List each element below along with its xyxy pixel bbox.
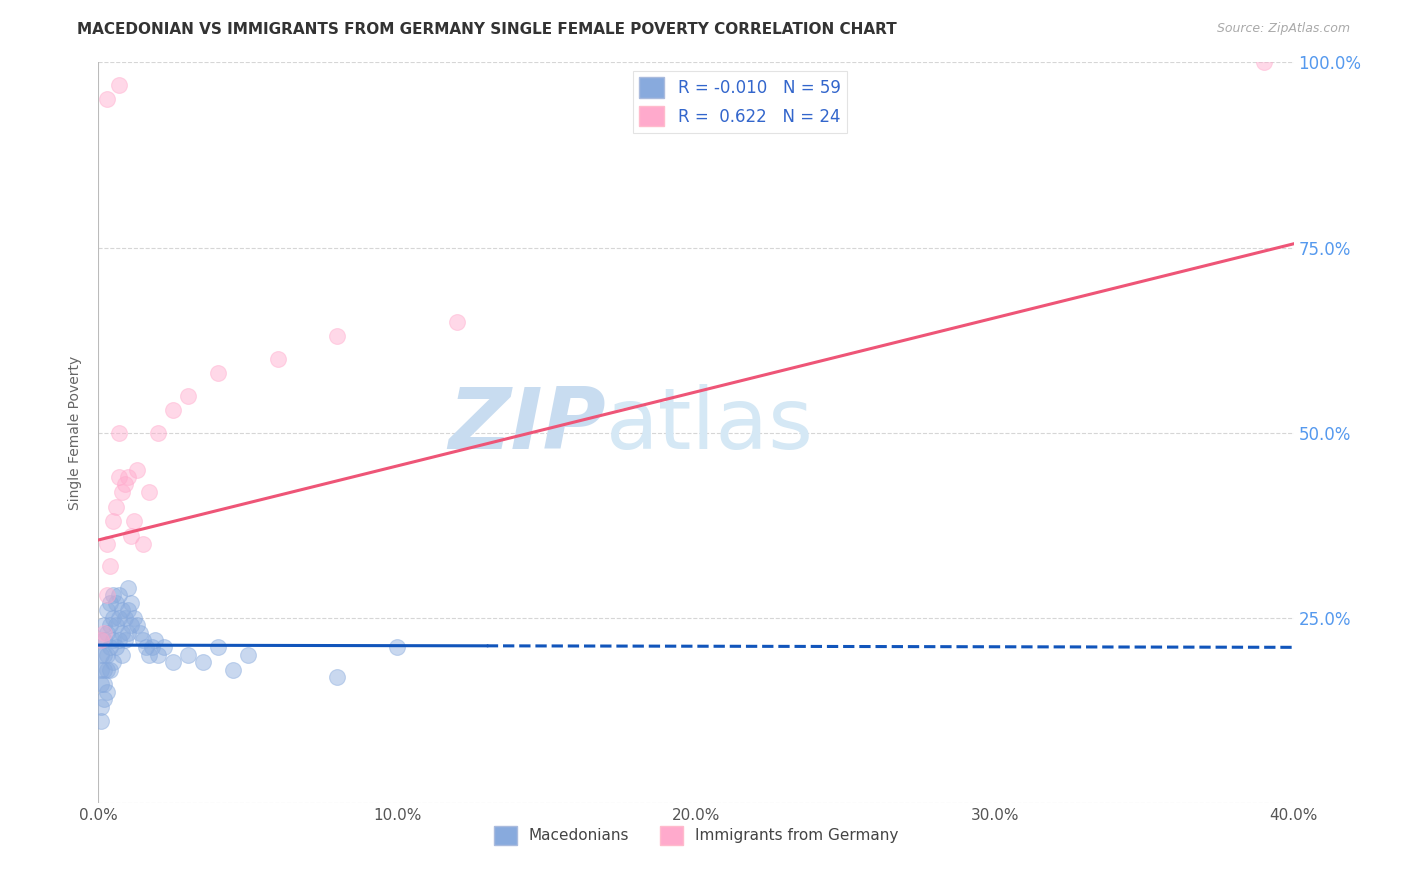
Point	[267, 351, 290, 366]
Point	[103, 610, 125, 624]
Point	[90, 632, 112, 647]
Point	[127, 462, 149, 476]
Point	[96, 603, 118, 617]
Point	[93, 618, 115, 632]
Point	[135, 640, 157, 655]
Y-axis label: Single Female Poverty: Single Female Poverty	[69, 356, 83, 509]
Point	[124, 610, 146, 624]
Point	[96, 536, 118, 550]
Point	[108, 610, 131, 624]
Point	[129, 625, 152, 640]
Point	[90, 648, 112, 662]
Point	[222, 663, 245, 677]
Point	[108, 78, 131, 92]
Point	[108, 470, 131, 484]
Point	[96, 625, 118, 640]
Point	[117, 625, 139, 640]
Point	[98, 558, 122, 573]
Point	[114, 610, 136, 624]
Point	[153, 640, 176, 655]
Point	[127, 618, 149, 632]
Point	[96, 92, 118, 106]
Point	[90, 677, 112, 691]
Text: Source: ZipAtlas.com: Source: ZipAtlas.com	[1216, 22, 1350, 36]
Text: atlas: atlas	[606, 384, 814, 467]
Point	[103, 515, 125, 529]
Point	[111, 484, 134, 499]
Point	[177, 388, 200, 402]
Point	[1253, 55, 1275, 70]
Text: MACEDONIAN VS IMMIGRANTS FROM GERMANY SINGLE FEMALE POVERTY CORRELATION CHART: MACEDONIAN VS IMMIGRANTS FROM GERMANY SI…	[77, 22, 897, 37]
Point	[105, 596, 128, 610]
Point	[326, 670, 349, 684]
Point	[98, 596, 122, 610]
Point	[98, 618, 122, 632]
Point	[120, 529, 142, 543]
Point	[111, 648, 134, 662]
Point	[326, 329, 349, 343]
Point	[103, 632, 125, 647]
Legend: Macedonians, Immigrants from Germany: Macedonians, Immigrants from Germany	[488, 820, 904, 851]
Point	[93, 692, 115, 706]
Point	[141, 640, 163, 655]
Point	[98, 663, 122, 677]
Point	[117, 470, 139, 484]
Point	[93, 632, 115, 647]
Point	[111, 625, 134, 640]
Point	[117, 581, 139, 595]
Point	[114, 632, 136, 647]
Text: ZIP: ZIP	[449, 384, 606, 467]
Point	[93, 663, 115, 677]
Point	[111, 603, 134, 617]
Point	[103, 589, 125, 603]
Point	[138, 648, 160, 662]
Point	[385, 640, 409, 655]
Point	[93, 648, 115, 662]
Point	[114, 477, 136, 491]
Point	[90, 663, 112, 677]
Point	[446, 314, 468, 328]
Point	[90, 699, 112, 714]
Point	[191, 655, 214, 669]
Point	[105, 618, 128, 632]
Point	[132, 536, 155, 550]
Point	[138, 484, 160, 499]
Point	[143, 632, 166, 647]
Point	[207, 367, 229, 381]
Point	[98, 640, 122, 655]
Point	[96, 589, 118, 603]
Point	[108, 632, 131, 647]
Point	[93, 625, 115, 640]
Point	[162, 403, 184, 417]
Point	[105, 500, 128, 514]
Point	[132, 632, 155, 647]
Point	[90, 632, 112, 647]
Point	[93, 677, 115, 691]
Point	[207, 640, 229, 655]
Point	[108, 425, 131, 440]
Point	[103, 655, 125, 669]
Point	[96, 685, 118, 699]
Point	[177, 648, 200, 662]
Point	[120, 596, 142, 610]
Point	[148, 648, 170, 662]
Point	[96, 648, 118, 662]
Point	[108, 589, 131, 603]
Point	[90, 714, 112, 729]
Point	[105, 640, 128, 655]
Point	[162, 655, 184, 669]
Point	[120, 618, 142, 632]
Point	[117, 603, 139, 617]
Point	[124, 515, 146, 529]
Point	[236, 648, 259, 662]
Point	[96, 663, 118, 677]
Point	[148, 425, 170, 440]
